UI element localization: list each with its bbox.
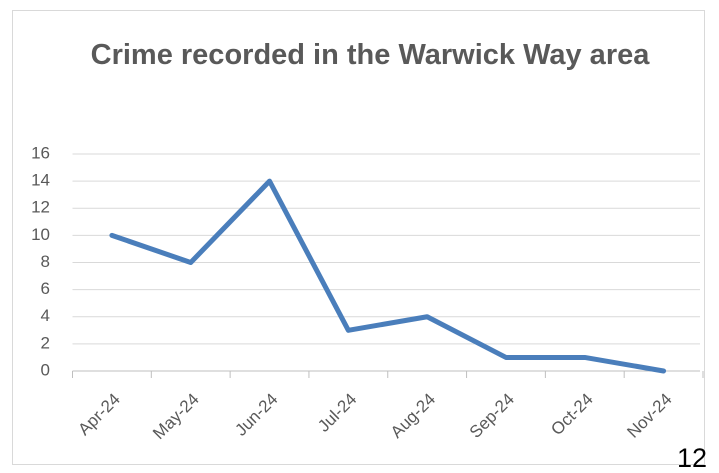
x-tick-label: Oct-24 bbox=[547, 390, 597, 440]
y-tick-label: 12 bbox=[31, 198, 50, 217]
x-tick-label: Nov-24 bbox=[623, 390, 675, 442]
y-tick-label: 4 bbox=[41, 306, 50, 325]
y-tick-label: 6 bbox=[41, 279, 50, 298]
data-line bbox=[109, 178, 667, 374]
y-tick-label: 2 bbox=[41, 333, 50, 352]
y-tick-label: 16 bbox=[31, 143, 50, 162]
page-number: 12 bbox=[676, 443, 707, 473]
x-tick-label: Jun-24 bbox=[231, 390, 281, 440]
chart-frame bbox=[12, 10, 705, 465]
y-tick-label: 14 bbox=[31, 171, 50, 190]
chart-title: Crime recorded in the Warwick Way area bbox=[90, 39, 650, 71]
y-tick-label: 8 bbox=[41, 252, 50, 271]
x-tick-label: May-24 bbox=[149, 390, 203, 444]
x-tick-label: Jul-24 bbox=[314, 390, 360, 436]
x-tick-label: Sep-24 bbox=[466, 390, 518, 442]
x-tick-label: Aug-24 bbox=[387, 390, 439, 442]
x-tick-label: Apr-24 bbox=[74, 390, 124, 440]
y-tick-label: 0 bbox=[41, 360, 50, 379]
y-tick-label: 10 bbox=[31, 225, 50, 244]
